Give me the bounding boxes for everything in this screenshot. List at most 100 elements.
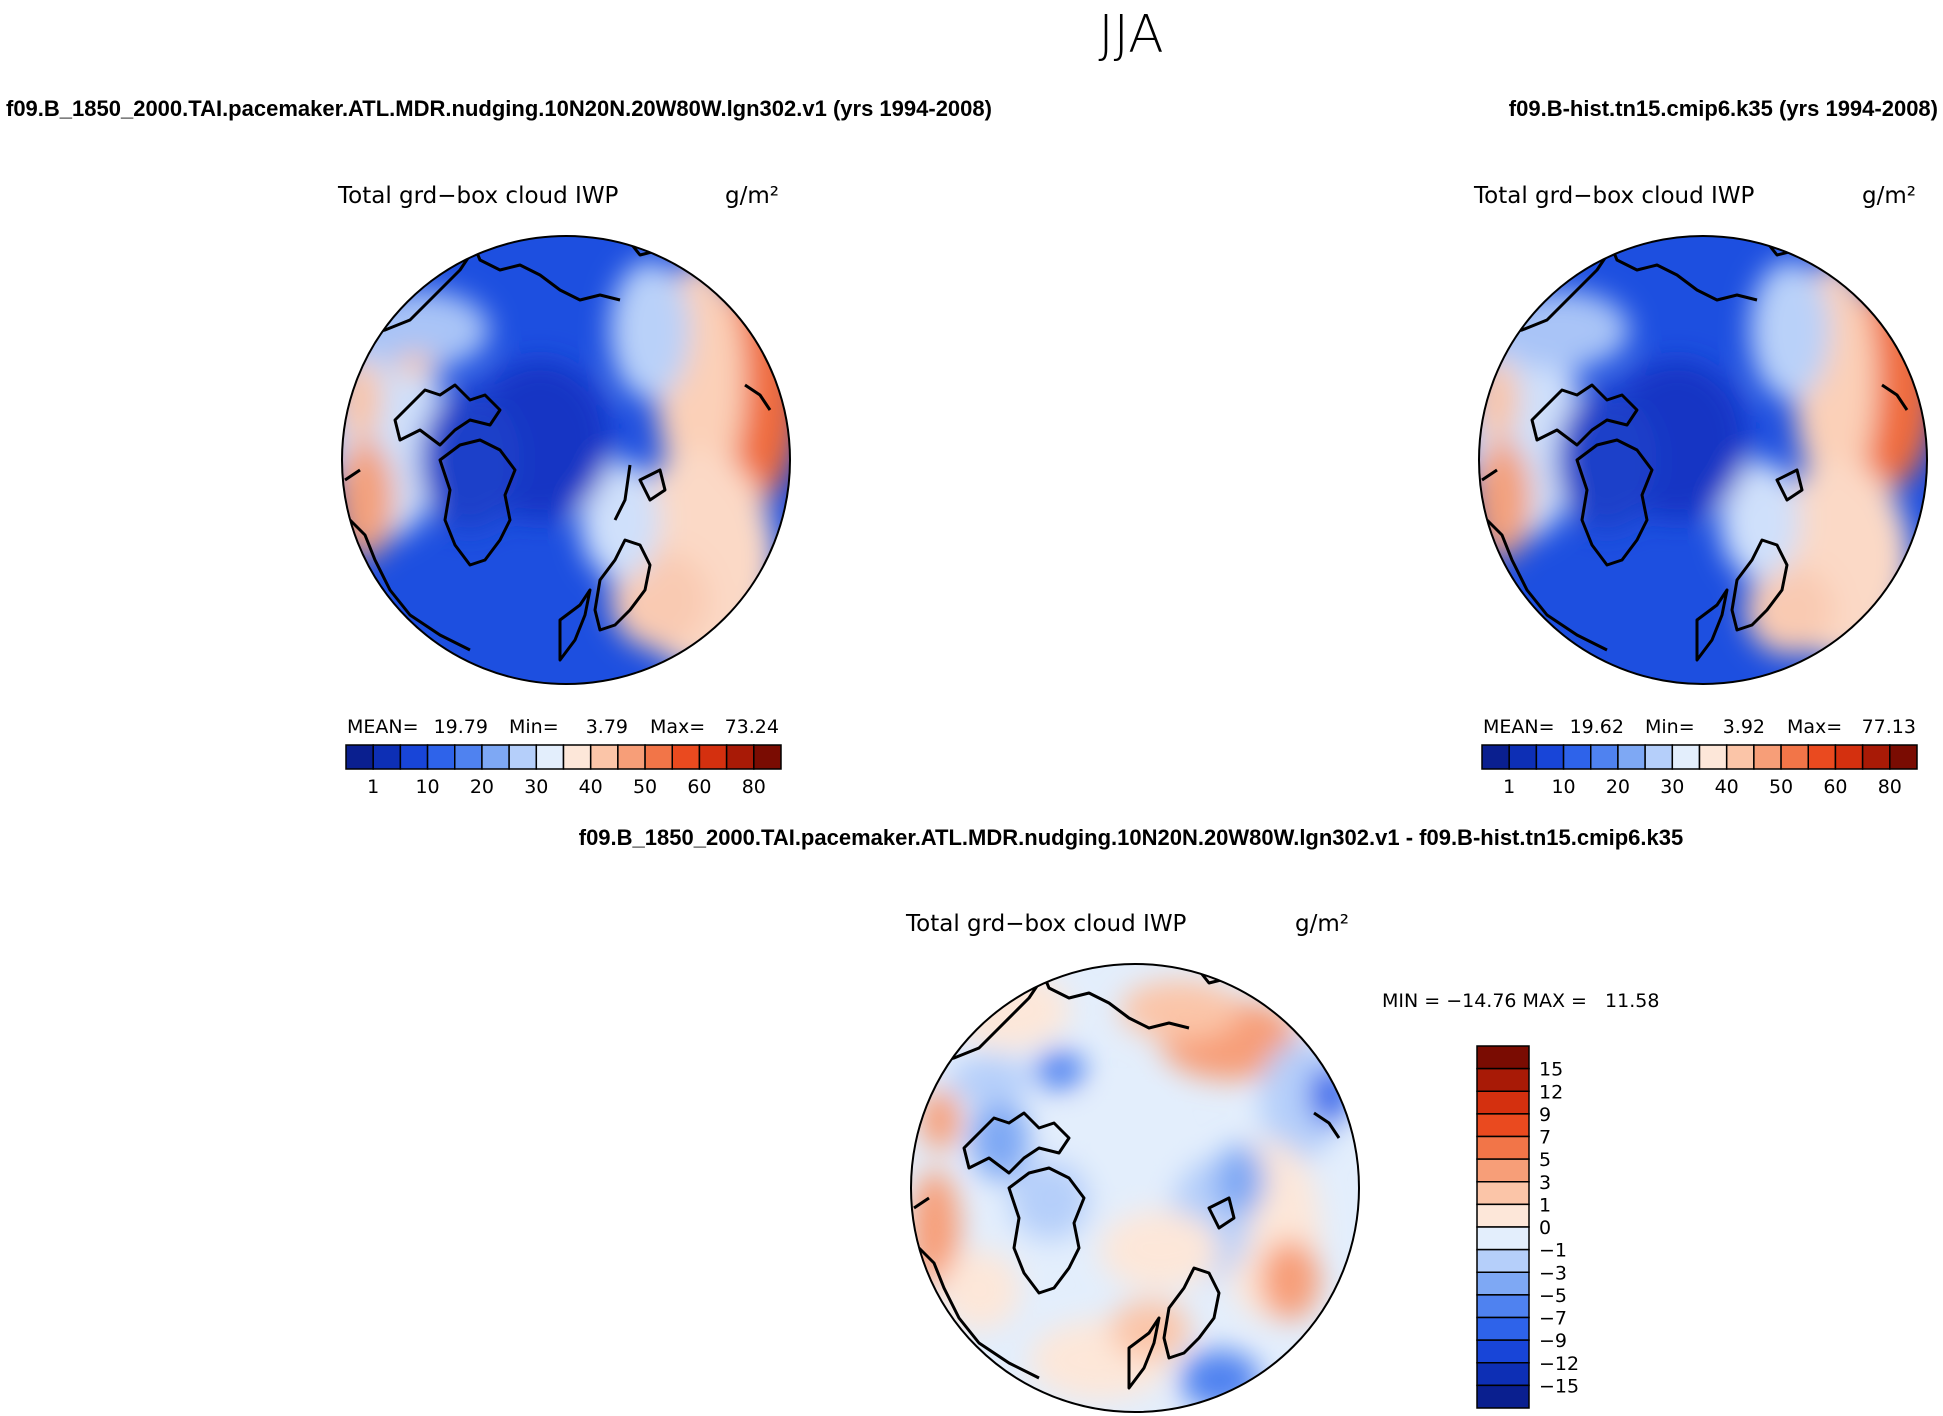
case-title-left: f09.B_1850_2000.TAI.pacemaker.ATL.MDR.nu… (6, 96, 992, 121)
colorbar-box (753, 744, 782, 770)
colorbar-tick-label: 40 (579, 776, 603, 798)
colorbar-box (1476, 1090, 1530, 1115)
colorbar-tick-label: 7 (1539, 1127, 1551, 1149)
colorbar-tick-label: 30 (1660, 776, 1684, 798)
colorbar-box (1535, 744, 1565, 770)
colorbar-box (1698, 744, 1728, 770)
colorbar-tick-label: 10 (1551, 776, 1575, 798)
colorbar-box (1476, 1203, 1530, 1228)
figure-title: JJA (1098, 5, 1163, 65)
colorbar-tick-label: 3 (1539, 1172, 1551, 1194)
colorbar-box (1476, 1135, 1530, 1160)
colorbar-box (1476, 1158, 1530, 1183)
colorbar-tick-label: 60 (1823, 776, 1847, 798)
mean-value: 19.79 (434, 716, 488, 738)
colorbar-box (1725, 744, 1755, 770)
colorbar-left: 1 10 20 30 40 50 60 80 (345, 744, 782, 798)
colorbar-box (1644, 744, 1674, 770)
colorbar-box (1476, 1067, 1530, 1092)
units-diff: g/m² (1295, 911, 1349, 937)
colorbar-tick-label: −12 (1539, 1353, 1579, 1375)
colorbar-box (1780, 744, 1809, 770)
case-title-diff: f09.B_1850_2000.TAI.pacemaker.ATL.MDR.nu… (579, 825, 1684, 850)
colorbar-box (1476, 1113, 1530, 1138)
colorbar-tick-label: 80 (1878, 776, 1902, 798)
colorbar-tick-label: 30 (524, 776, 548, 798)
panel-title-left: Total grd−box cloud IWP (337, 183, 619, 209)
mean-label: MEAN= (347, 716, 419, 738)
colorbar-tick-label: 1 (1539, 1194, 1551, 1216)
panel-title-right: Total grd−box cloud IWP (1473, 183, 1755, 209)
colorbar-box (508, 744, 538, 770)
colorbar-box (1562, 744, 1592, 770)
stats-right: MEAN= 19.62 Min= 3.92 Max= 77.13 (1483, 716, 1916, 738)
colorbar-tick-label: 1 (1503, 776, 1515, 798)
colorbar-box (1476, 1362, 1530, 1387)
colorbar-box (1476, 1339, 1530, 1364)
colorbar-box (1476, 1045, 1530, 1070)
colorbar-box (1889, 744, 1918, 770)
units-left: g/m² (725, 183, 779, 209)
mean-label: MEAN= (1483, 716, 1555, 738)
colorbar-box (1617, 744, 1646, 770)
colorbar-box (1476, 1248, 1530, 1273)
colorbar-tick-label: 50 (633, 776, 657, 798)
colorbar-box (725, 744, 755, 770)
stats-left: MEAN= 19.79 Min= 3.79 Max= 73.24 (347, 716, 779, 738)
colorbar-tick-label: 80 (742, 776, 766, 798)
min-value: 3.79 (586, 716, 628, 738)
colorbar-box (372, 744, 402, 770)
units-right: g/m² (1862, 183, 1916, 209)
colorbar-box (1481, 744, 1510, 770)
colorbar-box (1476, 1271, 1530, 1296)
colorbar-box (698, 744, 728, 770)
polar-map-left (341, 235, 791, 685)
colorbar-tick-label: 5 (1539, 1149, 1551, 1171)
max-label: Max= (1787, 716, 1842, 738)
colorbar-tick-label: 1 (367, 776, 379, 798)
colorbar-tick-label: 9 (1539, 1104, 1551, 1126)
colorbar-box (426, 744, 456, 770)
colorbar-tick-label: 50 (1769, 776, 1793, 798)
colorbar-box (1834, 744, 1864, 770)
colorbar-box (345, 744, 374, 770)
colorbar-box (1753, 744, 1782, 770)
colorbar-tick-label: 0 (1539, 1217, 1551, 1239)
colorbar-tick-label: 10 (415, 776, 439, 798)
colorbar-box (589, 744, 619, 770)
polar-map-right (1478, 235, 1928, 685)
min-value: 3.92 (1723, 716, 1765, 738)
colorbar-tick-label: 60 (687, 776, 711, 798)
colorbar-box (399, 744, 429, 770)
colorbar-tick-label: −15 (1539, 1375, 1579, 1397)
colorbar-tick-label: 40 (1715, 776, 1739, 798)
colorbar-tick-label: −1 (1539, 1240, 1567, 1262)
polar-map-diff (910, 963, 1360, 1413)
panel-title-diff: Total grd−box cloud IWP (905, 911, 1187, 937)
min-label: Min= (1645, 716, 1695, 738)
colorbar-tick-label: −7 (1539, 1308, 1567, 1330)
colorbar-box (1807, 744, 1837, 770)
colorbar-box (644, 744, 673, 770)
colorbar-tick-label: −3 (1539, 1262, 1567, 1284)
colorbar-box (1476, 1384, 1530, 1409)
max-label: Max= (650, 716, 705, 738)
colorbar-box (1476, 1294, 1530, 1319)
colorbar-tick-label: 20 (470, 776, 494, 798)
colorbar-box (617, 744, 646, 770)
max-value: 77.13 (1862, 716, 1916, 738)
colorbar-box (481, 744, 510, 770)
colorbar-box (1476, 1226, 1530, 1251)
colorbar-box (454, 744, 483, 770)
colorbar-box (562, 744, 592, 770)
mean-value: 19.62 (1570, 716, 1624, 738)
colorbar-tick-label: 12 (1539, 1081, 1563, 1103)
colorbar-box (1508, 744, 1538, 770)
colorbar-box (1476, 1316, 1530, 1341)
colorbar-box (535, 744, 565, 770)
colorbar-tick-label: −9 (1539, 1330, 1567, 1352)
colorbar-box (1590, 744, 1619, 770)
colorbar-tick-label: 15 (1539, 1059, 1563, 1081)
colorbar-box (1671, 744, 1701, 770)
